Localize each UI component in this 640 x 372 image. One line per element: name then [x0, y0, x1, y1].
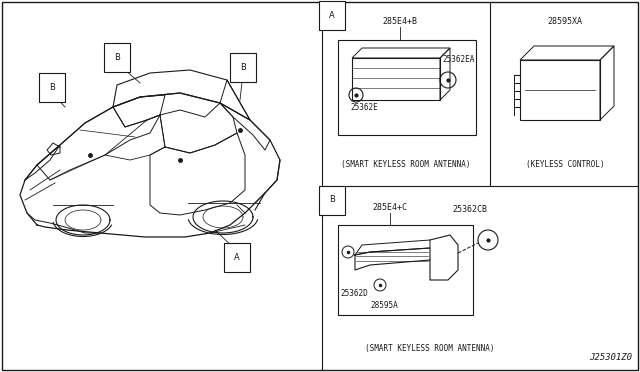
Text: B: B	[114, 52, 120, 61]
Text: 285E4+C: 285E4+C	[372, 203, 408, 212]
Text: 25362E: 25362E	[350, 103, 378, 112]
Text: (SMART KEYLESS ROOM ANTENNA): (SMART KEYLESS ROOM ANTENNA)	[341, 160, 471, 170]
Bar	[352, 58, 440, 100]
Bar	[338, 225, 473, 315]
Text: B: B	[49, 83, 55, 92]
Text: B: B	[329, 196, 335, 205]
Text: 25362CB: 25362CB	[452, 205, 488, 215]
Text: B: B	[240, 62, 246, 71]
Text: 25362EA: 25362EA	[442, 55, 474, 64]
Text: J25301Z0: J25301Z0	[589, 353, 632, 362]
Text: 28595A: 28595A	[370, 301, 397, 310]
Text: 285E4+B: 285E4+B	[383, 17, 417, 26]
Bar	[338, 40, 476, 135]
Text: 25362D: 25362D	[340, 289, 368, 298]
Text: (KEYLESS CONTROL): (KEYLESS CONTROL)	[525, 160, 604, 170]
Text: A: A	[234, 253, 240, 262]
Text: A: A	[329, 10, 335, 19]
Text: 28595XA: 28595XA	[547, 17, 582, 26]
Text: (SMART KEYLESS ROOM ANTENNA): (SMART KEYLESS ROOM ANTENNA)	[365, 343, 495, 353]
Bar	[520, 60, 600, 120]
